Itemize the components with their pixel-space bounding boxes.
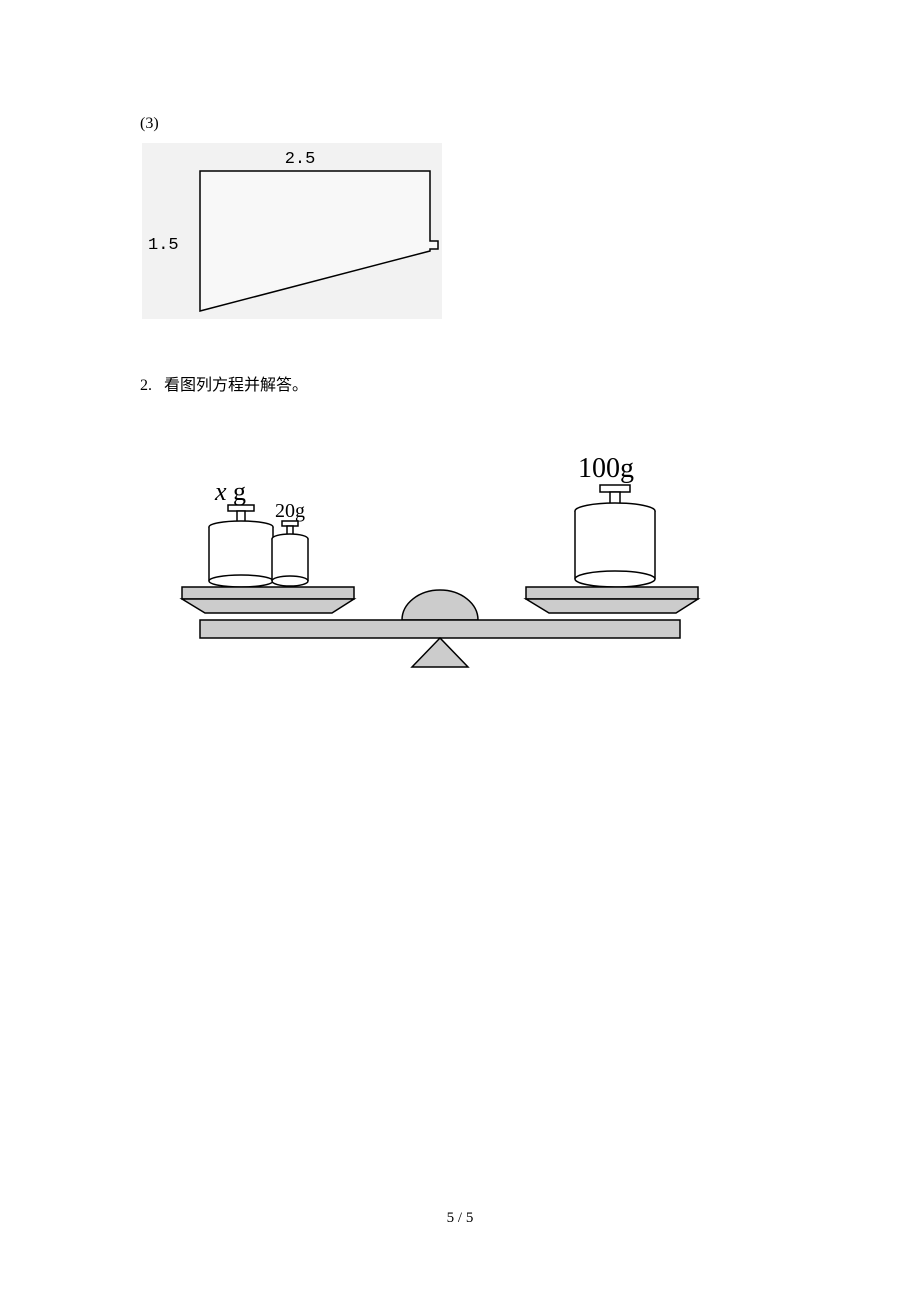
center-dome (402, 590, 478, 620)
left-pan (182, 587, 354, 613)
trapezoid-diagram: 2.5 1.5 (140, 141, 780, 331)
triangle-base (412, 638, 468, 667)
left-dimension-label: 1.5 (148, 236, 179, 255)
right-pan (526, 587, 698, 613)
weight-100g (575, 485, 655, 587)
beam (200, 620, 680, 638)
problem2-line: 2. 看图列方程并解答。 (140, 371, 780, 395)
weight-20g (272, 521, 308, 586)
weight-20g-label: 20g (275, 500, 305, 522)
problem2-text: 看图列方程并解答。 (164, 377, 308, 394)
problem1-number: (3) (140, 115, 780, 133)
weight-x-label: x g (214, 477, 246, 506)
problem2-number: 2. (140, 377, 152, 394)
weight-100g-label: 100g (578, 455, 634, 484)
page-footer: 5 / 5 (0, 1210, 920, 1227)
balance-scale-diagram: x g 20g 100g (160, 455, 720, 695)
weight-x (209, 505, 273, 587)
top-dimension-label: 2.5 (285, 150, 316, 169)
